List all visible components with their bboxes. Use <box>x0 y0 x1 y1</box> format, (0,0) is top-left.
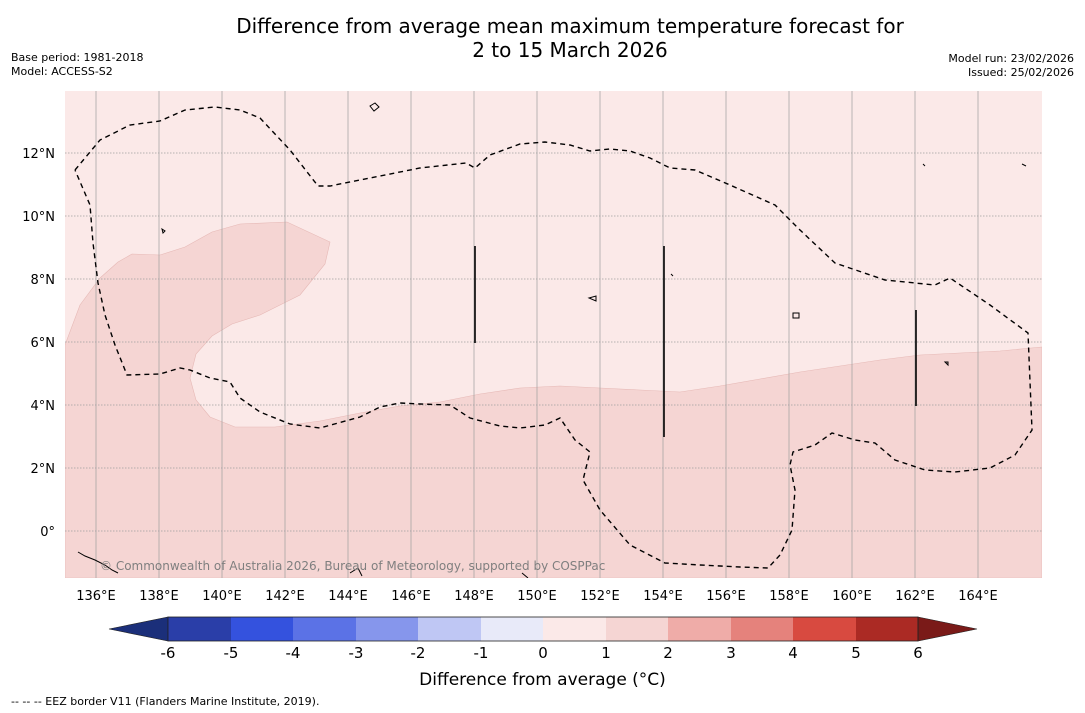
colorbar-frame <box>167 616 919 642</box>
lon-label: 148°E <box>454 589 494 604</box>
island <box>349 567 363 577</box>
lon-label: 136°E <box>76 589 116 604</box>
colorbar-bin <box>231 617 293 641</box>
lon-label: 152°E <box>580 589 620 604</box>
colorbar-tick: 6 <box>913 644 923 662</box>
lat-labels: 12°N 10°N 8°N 6°N 4°N 2°N 0° <box>22 147 55 540</box>
map-title: Difference from average mean maximum tem… <box>170 14 970 62</box>
lat-label: 2°N <box>31 462 56 477</box>
lon-labels: 136°E 138°E 140°E 142°E 144°E 146°E 148°… <box>76 589 998 604</box>
colorbar-bin <box>731 617 793 641</box>
lat-label: 4°N <box>31 399 56 414</box>
anomaly-region-1-to-2 <box>65 221 1042 578</box>
graticule <box>65 91 1042 578</box>
colorbar-bin <box>793 617 856 641</box>
colorbar-tick: -1 <box>474 644 489 662</box>
lon-label: 150°E <box>517 589 557 604</box>
colorbar-tick: -3 <box>349 644 364 662</box>
colorbar-tick: 0 <box>538 644 548 662</box>
meta-right: Model run: 23/02/2026 Issued: 25/02/2026 <box>948 52 1074 80</box>
lon-label: 142°E <box>265 589 305 604</box>
island <box>792 312 800 319</box>
base-period: Base period: 1981-2018 <box>11 51 144 64</box>
boundary-lines <box>474 246 917 437</box>
lon-label: 158°E <box>769 589 809 604</box>
colorbar-under-arrow <box>108 616 169 642</box>
island <box>161 227 166 234</box>
colorbar-bin <box>856 617 918 641</box>
lon-label: 160°E <box>832 589 872 604</box>
colorbar-bin <box>293 617 356 641</box>
colorbar-label: Difference from average (°C) <box>419 670 666 690</box>
lon-label: 154°E <box>643 589 683 604</box>
colorbar-tick: -2 <box>411 644 426 662</box>
model-run: Model run: 23/02/2026 <box>948 52 1074 65</box>
colorbar-tick: -5 <box>224 644 239 662</box>
islands <box>77 102 1027 578</box>
colorbar <box>108 616 978 642</box>
lat-label: 8°N <box>31 273 56 288</box>
lon-label: 156°E <box>706 589 746 604</box>
lon-label: 138°E <box>139 589 179 604</box>
title-line-2: 2 to 15 March 2026 <box>472 38 668 62</box>
colorbar-tick: 5 <box>851 644 861 662</box>
colorbar-tick: 3 <box>726 644 736 662</box>
island <box>587 295 597 302</box>
meta-left: Base period: 1981-2018 Model: ACCESS-S2 <box>11 51 143 79</box>
issued-date: Issued: 25/02/2026 <box>967 66 1074 79</box>
colorbar-tick: -4 <box>286 644 301 662</box>
colorbar-bin <box>606 617 668 641</box>
island <box>1021 163 1027 167</box>
colorbar-ticks: -6 -5 -4 -3 -2 -1 0 1 2 3 4 5 6 <box>161 644 923 662</box>
eez-footnote: -- -- -- EEZ border V11 (Flanders Marine… <box>11 695 320 708</box>
colorbar-bin <box>481 617 543 641</box>
colorbar-bin <box>543 617 606 641</box>
colorbar-bin <box>418 617 481 641</box>
island <box>922 163 926 167</box>
colorbar-tick: -6 <box>161 644 176 662</box>
map-panel: © Commonwealth of Australia 2026, Bureau… <box>65 91 1042 578</box>
island <box>670 273 674 277</box>
lon-label: 144°E <box>328 589 368 604</box>
lat-label: 12°N <box>22 147 55 162</box>
colorbar-tick: 2 <box>663 644 673 662</box>
copyright-notice: © Commonwealth of Australia 2026, Bureau… <box>100 559 605 573</box>
colorbar-tick: 1 <box>601 644 611 662</box>
island <box>77 551 119 574</box>
lon-label: 164°E <box>958 589 998 604</box>
lon-label: 162°E <box>895 589 935 604</box>
colorbar-bin <box>168 617 231 641</box>
colorbar-over-arrow <box>917 616 978 642</box>
island <box>521 572 529 578</box>
model-name: Model: ACCESS-S2 <box>11 65 113 78</box>
colorbar-bin <box>356 617 418 641</box>
colorbar-bin <box>668 617 731 641</box>
lat-label: 6°N <box>31 336 56 351</box>
lat-label: 0° <box>40 525 55 540</box>
title-line-1: Difference from average mean maximum tem… <box>236 14 904 38</box>
lon-label: 146°E <box>391 589 431 604</box>
island <box>943 361 949 367</box>
lon-label: 140°E <box>202 589 242 604</box>
lat-label: 10°N <box>22 210 55 225</box>
island <box>369 102 380 112</box>
colorbar-tick: 4 <box>788 644 798 662</box>
